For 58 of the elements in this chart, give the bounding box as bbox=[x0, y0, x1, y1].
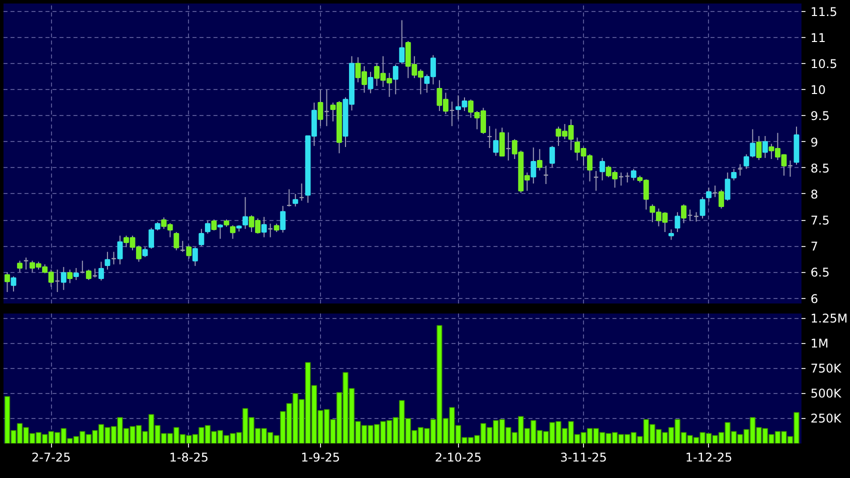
candlestick bbox=[762, 136, 768, 158]
x-tick-label: 1-9-25 bbox=[300, 450, 340, 464]
x-tick-label: 1-8-25 bbox=[169, 450, 209, 464]
candlestick bbox=[4, 272, 10, 293]
candlestick bbox=[674, 212, 680, 233]
x-tick-label: 2-7-25 bbox=[32, 450, 71, 464]
candlestick bbox=[10, 276, 16, 292]
y-tick-label: 750K bbox=[810, 362, 842, 376]
candlestick bbox=[104, 251, 110, 270]
candlestick bbox=[142, 246, 148, 258]
candlestick bbox=[204, 220, 210, 234]
candlestick bbox=[724, 172, 730, 202]
y-tick-label: 8.5 bbox=[810, 161, 830, 176]
candlestick bbox=[192, 246, 198, 266]
candlestick bbox=[668, 228, 674, 240]
candlestick bbox=[73, 268, 79, 281]
candlestick bbox=[744, 154, 750, 170]
y-tick-label: 6 bbox=[810, 292, 818, 306]
x-tick-label: 1-12-25 bbox=[685, 450, 732, 464]
candlestick bbox=[292, 193, 298, 207]
y-tick-label: 1.25M bbox=[810, 312, 848, 326]
candlestick bbox=[198, 228, 204, 247]
candlestick bbox=[230, 224, 236, 240]
candlestick bbox=[280, 205, 286, 234]
candlestick bbox=[242, 196, 248, 230]
x-tick-label: 2-10-25 bbox=[434, 450, 482, 464]
candlestick bbox=[67, 269, 73, 284]
x-tick-label: 3-11-25 bbox=[560, 450, 607, 464]
y-tick-label: 9.5 bbox=[810, 109, 830, 124]
candlestick bbox=[700, 196, 706, 219]
y-tick-label: 9 bbox=[810, 135, 818, 150]
y-tick-label: 10.5 bbox=[810, 57, 838, 71]
candlestick bbox=[530, 147, 536, 184]
y-tick-label: 250K bbox=[810, 412, 842, 426]
y-tick-label: 11.5 bbox=[810, 4, 838, 19]
y-tick-label: 7.5 bbox=[810, 214, 830, 228]
y-tick-label: 1M bbox=[810, 336, 828, 350]
candlestick bbox=[600, 157, 606, 181]
candlestick bbox=[399, 20, 405, 65]
candlestick bbox=[549, 145, 555, 168]
candlestick bbox=[174, 232, 180, 251]
candlestick bbox=[17, 260, 23, 273]
candlestick bbox=[493, 128, 499, 156]
candlestick bbox=[148, 227, 154, 250]
candlestick bbox=[217, 224, 223, 240]
candlestick bbox=[536, 148, 542, 171]
candlestick bbox=[368, 71, 374, 94]
y-tick-label: 8 bbox=[810, 187, 818, 202]
candlestick bbox=[211, 219, 217, 231]
y-tick-label: 10 bbox=[810, 83, 826, 98]
candlestick bbox=[731, 168, 737, 181]
candlestick bbox=[750, 128, 756, 158]
y-tick-label: 500K bbox=[810, 386, 842, 400]
y-tick-label: 11 bbox=[810, 30, 826, 45]
candlestick bbox=[756, 136, 762, 161]
y-tick-label: 6.5 bbox=[810, 266, 830, 280]
candlestick bbox=[392, 64, 398, 95]
y-tick-label: 7 bbox=[810, 240, 818, 254]
